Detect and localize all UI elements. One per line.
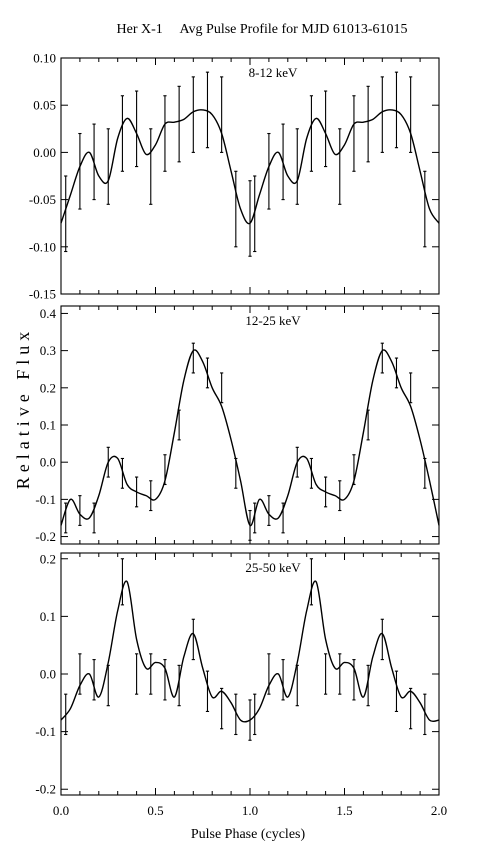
panel-1: 0.10 0.05 0.00 -0.05 -0.10 -0.15 8-12 keV: [29, 51, 440, 302]
figure-title: Her X-1 Avg Pulse Profile for MJD 61013-…: [117, 22, 408, 37]
x-axis-label: Pulse Phase (cycles): [191, 827, 306, 842]
y-tick-label: 0.10: [33, 51, 56, 66]
y-tick-label: -0.2: [35, 529, 56, 544]
panel-energy-label: 8-12 keV: [249, 65, 298, 80]
y-tick-label: 0.0: [40, 667, 56, 682]
y-tick-label: -0.1: [35, 724, 56, 739]
panels-group: 0.100.050.00-0.05-0.10-0.158-12 keV0.40.…: [29, 51, 447, 819]
y-tick-label: 0.3: [40, 343, 56, 358]
y-tick-label: -0.15: [29, 287, 56, 302]
y-tick-label: 0.2: [40, 551, 56, 566]
panel-energy-label: 12-25 keV: [245, 313, 301, 328]
y-tick-label: 0.1: [40, 418, 56, 433]
y-tick-label: -0.2: [35, 782, 56, 797]
x-tick-label: 1.0: [242, 803, 258, 818]
y-tick-label: 0.1: [40, 609, 56, 624]
x-tick-label: 0.0: [53, 803, 69, 818]
profile-curve: [60, 109, 440, 225]
profile-curve: [60, 580, 440, 723]
y-tick-label: 0.0: [40, 455, 56, 470]
y-tick-label: -0.05: [29, 192, 56, 207]
panel-energy-label: 25-50 keV: [245, 560, 301, 575]
y-tick-label: 0.4: [40, 306, 57, 321]
x-tick-label: 0.5: [147, 803, 163, 818]
x-tick-label: 1.5: [336, 803, 352, 818]
x-tick-label: 2.0: [431, 803, 447, 818]
profile-curve: [60, 349, 440, 527]
y-tick-label: -0.1: [35, 492, 56, 507]
plot-frame: [60, 552, 440, 796]
y-tick-label: 0.05: [33, 98, 56, 113]
panel-2: 0.4 0.3 0.2 0.1 0.0 -0.1 -0.2 12-25 keV: [35, 305, 440, 545]
y-tick-label: 0.00: [33, 145, 56, 160]
y-tick-label: 0.2: [40, 380, 56, 395]
panel-3: 0.2 0.1 0.0 -0.1 -0.2 0.0 0.5 1.0 1.5 2.0 25-50 ke…: [35, 551, 447, 818]
y-tick-label: -0.10: [29, 239, 56, 254]
plot-frame: [60, 305, 440, 545]
y-axis-label: Relative Flux: [13, 327, 33, 490]
